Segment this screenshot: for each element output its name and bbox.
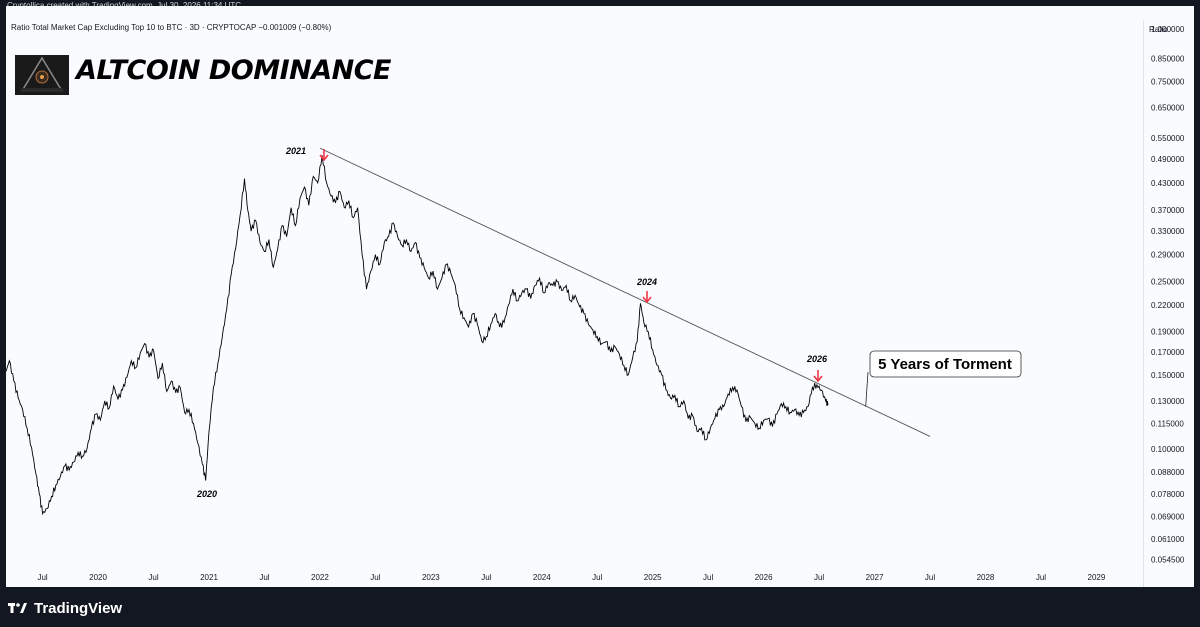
- y-tick-label: 0.490000: [1151, 155, 1185, 164]
- x-tick-label: Jul: [925, 573, 935, 582]
- tradingview-logo-icon: [8, 603, 27, 613]
- y-tick-label: 0.220000: [1151, 301, 1185, 310]
- x-tick-label: 2020: [89, 573, 107, 582]
- x-tick-label: Jul: [370, 573, 380, 582]
- y-tick-label: 0.054500: [1151, 555, 1185, 564]
- footer: TradingView: [8, 598, 122, 618]
- y-tick-label: 0.330000: [1151, 227, 1185, 236]
- y-tick-label: 0.290000: [1151, 251, 1185, 260]
- x-tick-label: Jul: [148, 573, 158, 582]
- year-annotation: 2026: [806, 354, 828, 364]
- price-axis-divider: [1143, 20, 1144, 587]
- y-tick-label: 0.550000: [1151, 134, 1185, 143]
- x-tick-label: Jul: [37, 573, 47, 582]
- price-axis-label: Ratio: [1149, 25, 1168, 34]
- credit-text: Cryptollica created with TradingView.com…: [7, 1, 241, 10]
- y-axis-ticks: 1.000000 0.850000 0.750000 0.650000 0.550000…: [1151, 25, 1185, 565]
- y-tick-label: 0.190000: [1151, 328, 1185, 337]
- x-tick-label: 2024: [533, 573, 551, 582]
- x-tick-label: 2026: [755, 573, 773, 582]
- x-tick-label: 2025: [644, 573, 662, 582]
- arrow-down-icon: [319, 149, 329, 162]
- annotations: 2021 2024 2026 2020: [196, 146, 828, 499]
- y-tick-label: 0.150000: [1151, 371, 1185, 380]
- y-tick-label: 0.430000: [1151, 179, 1185, 188]
- y-tick-label: 0.069000: [1151, 512, 1185, 521]
- y-tick-label: 0.061000: [1151, 535, 1185, 544]
- x-tick-label: 2029: [1088, 573, 1106, 582]
- x-tick-label: Jul: [592, 573, 602, 582]
- arrow-down-icon: [642, 291, 652, 304]
- year-annotation: 2024: [636, 277, 657, 287]
- trend-line: [319, 147, 931, 437]
- year-annotation: 2021: [285, 146, 306, 156]
- y-tick-label: 0.850000: [1151, 55, 1185, 64]
- arrow-down-icon: [813, 370, 823, 383]
- y-tick-label: 0.650000: [1151, 103, 1185, 112]
- x-tick-label: Jul: [259, 573, 269, 582]
- y-tick-label: 0.170000: [1151, 348, 1185, 357]
- x-tick-label: 2021: [200, 573, 218, 582]
- x-tick-label: Jul: [703, 573, 713, 582]
- x-tick-label: Jul: [814, 573, 824, 582]
- series-line: [5, 155, 829, 516]
- x-tick-label: 2023: [422, 573, 440, 582]
- x-tick-label: 2027: [866, 573, 884, 582]
- y-tick-label: 0.078000: [1151, 490, 1185, 499]
- y-tick-label: 1.000000: [1151, 25, 1185, 34]
- x-tick-label: Jul: [1036, 573, 1046, 582]
- chart-panel[interactable]: [6, 6, 1194, 587]
- y-tick-label: 0.130000: [1151, 397, 1185, 406]
- callout: 5 Years of Torment: [865, 350, 1022, 407]
- x-tick-label: Jul: [481, 573, 491, 582]
- y-tick-label: 0.250000: [1151, 278, 1185, 287]
- y-tick-label: 0.115000: [1151, 419, 1184, 428]
- x-tick-label: 2028: [977, 573, 995, 582]
- footer-brand: TradingView: [34, 599, 123, 617]
- y-tick-label: 0.088000: [1151, 468, 1185, 477]
- callout-text: 5 Years of Torment: [878, 356, 1012, 373]
- y-tick-label: 0.370000: [1151, 206, 1185, 215]
- chart-title: ALTCOIN DOMINANCE: [76, 55, 392, 86]
- x-tick-label: 2022: [311, 573, 329, 582]
- author-logo-icon: [15, 55, 69, 95]
- y-tick-label: 0.100000: [1151, 445, 1185, 454]
- callout-pointer: [865, 371, 869, 407]
- year-annotation: 2020: [196, 489, 217, 499]
- y-tick-label: 0.750000: [1151, 77, 1185, 86]
- callout-box: [869, 350, 1022, 378]
- symbol-info: Ratio Total Market Cap Excluding Top 10 …: [11, 23, 332, 32]
- x-axis-ticks: Jul 2020 Jul 2021 Jul 2022 Jul 2023 Jul 2024 Jul 20…: [37, 573, 1105, 582]
